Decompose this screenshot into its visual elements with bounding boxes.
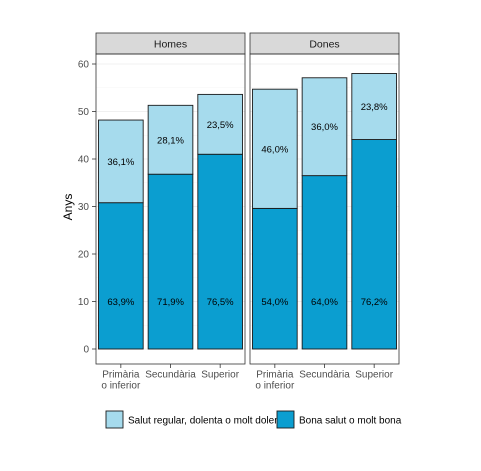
bar-segment [147, 104, 194, 175]
legend-entry: Bona salut o molt bona [276, 410, 402, 429]
x-tick-label: Secundària [299, 370, 350, 381]
data-label: 76,2% [361, 297, 388, 308]
data-label: 71,9% [157, 297, 184, 308]
y-axis-label: Anys [61, 194, 75, 221]
legend: Salut regular, dolenta o molt dolenta Bon… [105, 410, 402, 429]
bar-segment [98, 202, 144, 350]
legend-label: Salut regular, dolenta o molt dolenta [128, 416, 289, 427]
x-tick-label: Superior [201, 370, 239, 381]
y-axis: 0 10 20 30 40 50 60 [78, 60, 96, 356]
facet-title: Dones [309, 39, 339, 51]
bar-segment [147, 173, 194, 350]
bar-segment [197, 93, 243, 155]
panel-dones: Dones 54,0% 46,0% Primària o inferior 64,0% 36… [249, 32, 400, 392]
bar-segment [351, 73, 397, 140]
y-tick-label: 20 [78, 250, 90, 261]
legend-key [105, 410, 124, 429]
legend-entry: Salut regular, dolenta o molt dolenta [105, 410, 289, 429]
data-label: 36,1% [107, 157, 134, 168]
legend-key [276, 410, 295, 429]
legend-label: Bona salut o molt bona [299, 416, 402, 427]
y-tick-label: 60 [78, 60, 90, 71]
bar-segment [197, 153, 243, 350]
bar-segment [98, 119, 144, 204]
y-tick-label: 30 [78, 202, 90, 213]
data-label: 64,0% [311, 297, 338, 308]
data-label: 23,5% [207, 120, 234, 131]
data-label: 76,5% [207, 297, 234, 308]
data-label: 63,9% [107, 297, 134, 308]
x-tick-label: Secundària [145, 370, 196, 381]
bar-segment [301, 77, 348, 177]
x-tick-label: Primària o inferior [101, 370, 141, 392]
data-label: 23,8% [361, 102, 388, 113]
data-label: 36,0% [311, 122, 338, 133]
panel-homes: Homes 63,9% 36,1% Primària o inferior 71,9% 28… [95, 32, 246, 392]
bar-segment [301, 175, 348, 350]
data-label: 54,0% [261, 297, 288, 308]
y-tick-label: 40 [78, 155, 90, 166]
x-tick-label: Superior [355, 370, 393, 381]
y-tick-label: 0 [83, 345, 89, 356]
panels: 0 10 20 30 40 50 60 Homes 63,9% 36,1% Primària o in… [78, 32, 400, 392]
bar-segment [252, 207, 298, 350]
data-label: 46,0% [261, 144, 288, 155]
y-tick-label: 50 [78, 107, 90, 118]
facet-title: Homes [154, 39, 187, 51]
bar-segment [252, 88, 298, 209]
data-label: 28,1% [157, 135, 184, 146]
bar-segment [351, 139, 397, 350]
panel-border [249, 53, 400, 365]
y-tick-label: 10 [78, 297, 90, 308]
panel-border [95, 53, 246, 365]
x-tick-label: Primària o inferior [255, 370, 295, 392]
